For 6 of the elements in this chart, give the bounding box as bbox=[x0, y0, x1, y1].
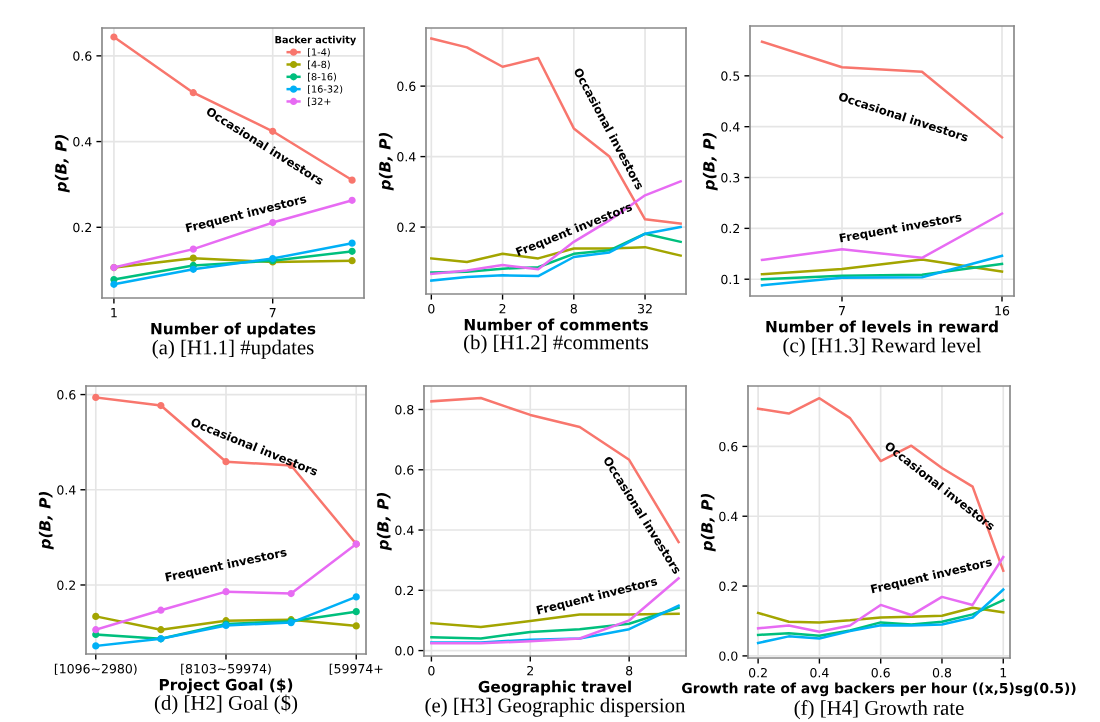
text: (a) [H1.1] #updates bbox=[152, 339, 314, 359]
text: (c) [H1.3] Reward level bbox=[783, 337, 982, 357]
text: (f) [H4] Growth rate bbox=[794, 700, 964, 720]
text: (d) [H2] Goal ($) bbox=[154, 694, 298, 715]
text: (b) [H1.2] #comments bbox=[464, 334, 649, 354]
text: (e) [H3] Geographic dispersion bbox=[425, 697, 686, 717]
